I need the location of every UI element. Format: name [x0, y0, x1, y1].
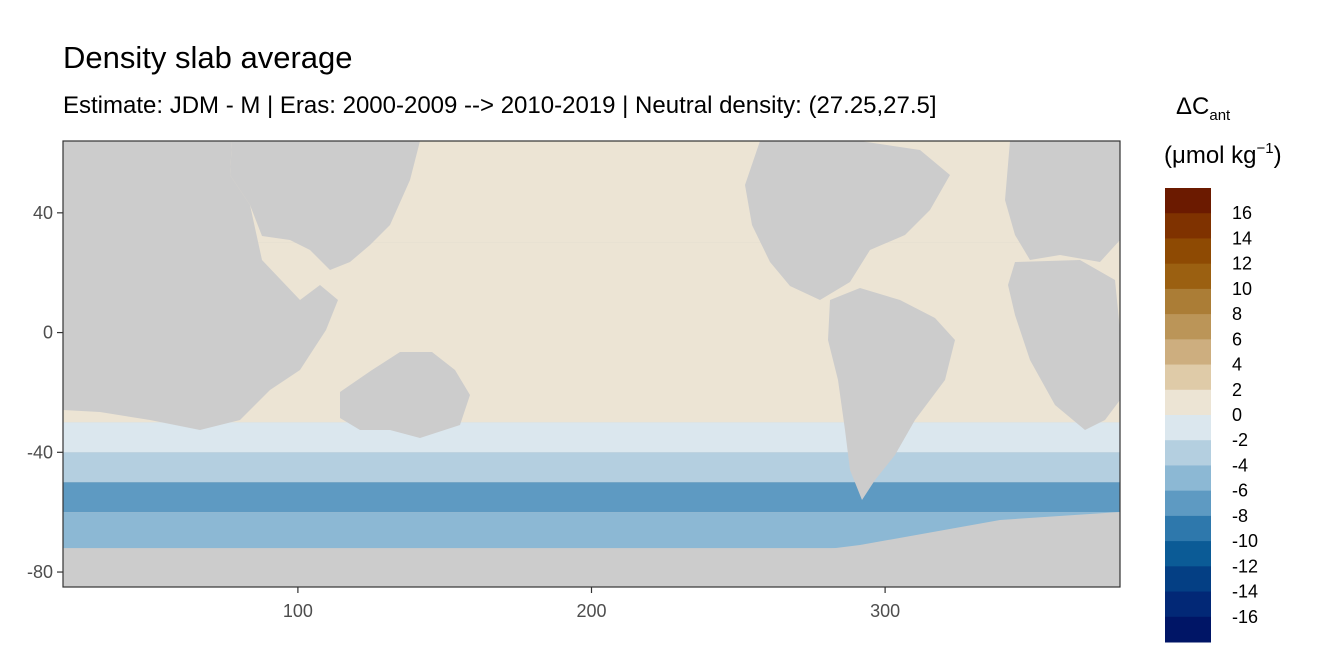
legend-swatch: [1165, 213, 1211, 239]
y-tick-label: 40: [33, 203, 53, 223]
x-tick-label: 300: [870, 601, 900, 621]
legend-title-main: ΔC: [1176, 93, 1209, 120]
y-tick-label: 0: [43, 323, 53, 343]
legend-swatch: [1165, 238, 1211, 265]
legend-label: -4: [1232, 455, 1248, 475]
legend-unit-sup: −1: [1257, 140, 1274, 157]
legend-label: 6: [1232, 329, 1242, 349]
ocean-band: [63, 452, 1120, 483]
legend-swatch: [1165, 288, 1211, 315]
legend-unit-main: (μmol kg: [1164, 142, 1257, 169]
legend-swatch: [1165, 566, 1211, 593]
legend-label: -16: [1232, 607, 1258, 627]
antarctica: [63, 512, 1120, 587]
continent-south-america: [828, 288, 955, 500]
legend-label: -8: [1232, 506, 1248, 526]
legend-label: -12: [1232, 556, 1258, 576]
continent-europe: [1005, 141, 1120, 262]
legend-swatch: [1165, 541, 1211, 567]
legend-label: 16: [1232, 203, 1252, 223]
continent-africa: [63, 141, 338, 430]
legend-label: -14: [1232, 582, 1258, 602]
legend-label: 2: [1232, 380, 1242, 400]
ocean-band: [63, 422, 1120, 453]
y-tick-label: -40: [27, 442, 53, 462]
legend-label: 8: [1232, 304, 1242, 324]
legend-swatch: [1165, 263, 1211, 290]
legend-title: ΔCant: [1176, 93, 1231, 124]
continent-asia: [230, 141, 420, 270]
legend-label: -10: [1232, 531, 1258, 551]
legend-label: 4: [1232, 355, 1242, 375]
x-tick-label: 100: [283, 601, 313, 621]
continent-africa-east: [1008, 260, 1120, 430]
chart-title: Density slab average: [63, 40, 353, 75]
legend-label: 0: [1232, 405, 1242, 425]
legend-unit: (μmol kg−1): [1164, 140, 1282, 169]
legend-swatch: [1165, 188, 1211, 214]
ocean-band: [63, 482, 1120, 513]
legend-swatch: [1165, 364, 1211, 391]
legend-title-sub: ant: [1209, 107, 1231, 124]
legend-label: -2: [1232, 430, 1248, 450]
continent-australia: [340, 352, 470, 438]
legend-swatch: [1165, 440, 1211, 466]
legend-unit-close: ): [1274, 142, 1282, 169]
legend-label: -6: [1232, 481, 1248, 501]
x-tick-label: 200: [576, 601, 606, 621]
legend-swatch: [1165, 415, 1211, 441]
legend-swatch: [1165, 389, 1211, 416]
legend-swatch: [1165, 515, 1211, 542]
legend-swatch: [1165, 591, 1211, 618]
continent-north-america: [745, 141, 950, 300]
chart-subtitle: Estimate: JDM - M | Eras: 2000-2009 --> …: [63, 92, 937, 119]
legend-label: 10: [1232, 279, 1252, 299]
y-tick-label: -80: [27, 562, 53, 582]
legend-label: 14: [1232, 228, 1252, 248]
legend-swatch: [1165, 490, 1211, 517]
legend-swatch: [1165, 314, 1211, 340]
legend-swatch: [1165, 339, 1211, 366]
legend-swatch: [1165, 465, 1211, 492]
legend-label: 12: [1232, 254, 1252, 274]
legend-swatch: [1165, 616, 1211, 643]
